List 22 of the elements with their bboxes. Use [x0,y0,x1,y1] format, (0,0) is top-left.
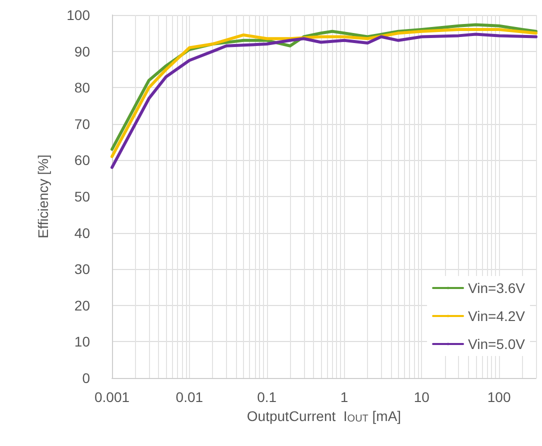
x-axis-title: OutputCurrent IOUT [mA] [246,408,402,424]
x-tick-label: 10 [414,389,430,405]
y-tick-label: 50 [74,188,90,204]
legend-label: Vin=4.2V [468,308,526,324]
y-tick-label: 30 [74,261,90,278]
y-tick-label: 70 [74,116,90,132]
x-tick-label: 0.01 [176,389,204,405]
legend-label: Vin=5.0V [468,336,526,352]
x-tick-label: 100 [487,389,511,405]
y-axis-title: Efficiency [%] [35,154,51,238]
y-tick-label: 10 [74,334,90,350]
y-tick-label: 100 [66,7,90,23]
x-tick-label: 0.001 [94,389,130,405]
y-tick-label: 60 [74,152,90,168]
y-tick-label: 20 [74,297,90,314]
y-tick-label: 40 [74,224,90,241]
y-tick-label: 0 [82,370,90,386]
y-tick-label: 90 [74,43,90,60]
legend-label: Vin=3.6V [468,280,526,296]
y-tick-label: 80 [74,80,90,96]
x-tick-label: 0.1 [257,389,277,405]
x-tick-label: 1 [340,389,348,405]
